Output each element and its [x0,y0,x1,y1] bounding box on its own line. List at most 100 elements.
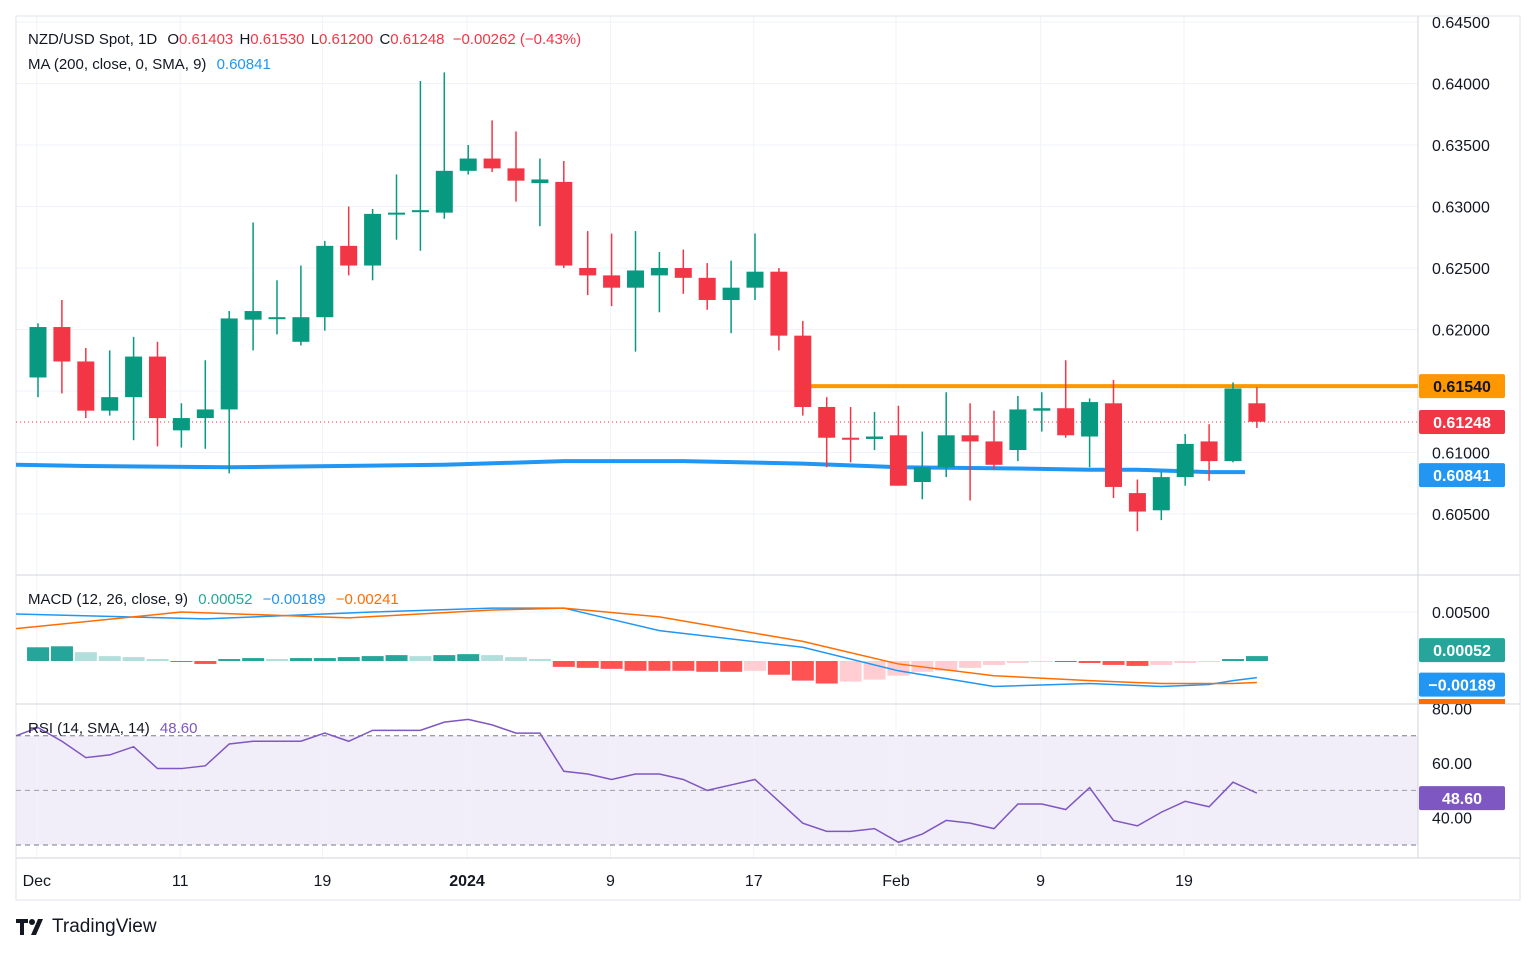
time-tick-label: 19 [314,873,332,890]
macd-histogram-bar [385,655,408,661]
macd-histogram-bar [1006,661,1029,663]
candle [937,392,955,478]
macd-histogram-bar [767,661,790,675]
macd-histogram-bar [624,661,647,671]
candle [650,252,668,313]
candle [196,360,214,449]
candle [364,208,382,281]
price-tags-group: 0.61540 0.61248 0.60841 0.00052 −0.00189 48.6… [1419,374,1505,811]
candle [1200,424,1218,481]
macd-histogram-bar [170,661,193,662]
macd-histogram-bar [74,652,97,661]
candle [1009,395,1027,462]
time-tick-label: 19 [1175,873,1193,890]
macd-hist-tag-text: 0.00052 [1433,643,1491,660]
macd-histogram-bar [457,654,480,661]
candle-body [842,437,860,440]
time-tick-label: 9 [606,873,615,890]
rsi-label[interactable]: RSI (14, SMA, 14) [28,720,150,737]
macd-histogram-bar [1245,656,1268,661]
candle [172,403,190,448]
candle-body [101,397,119,411]
candle [1081,398,1099,468]
candle-body [316,245,334,318]
candle-body [1152,477,1170,511]
candle [101,350,119,416]
macd-histogram-bar [1054,661,1077,662]
macd-histogram-bar [959,661,982,668]
ma-legend-row: MA (200, close, 0, SMA, 9) 0.60841 [28,56,271,73]
macd-histogram-bar [672,661,695,671]
candle-body [292,317,310,342]
macd-histogram-bar [815,661,838,684]
macd-hist-tag: 0.00052 [1419,638,1505,663]
macd-tick-label: 0.00500 [1432,605,1490,622]
macd-histogram-bar [337,657,360,661]
macd-histogram-bar [1222,659,1245,661]
price-tick-label: 0.61000 [1432,446,1490,463]
candle [53,299,71,394]
macd-histogram-bar [242,658,265,661]
candle-body [1057,408,1075,436]
close-value: 0.61248 [390,31,445,48]
last-price-tag-bg [1419,409,1505,434]
macd-histogram-bar [433,655,456,661]
candle [698,263,716,310]
candle-body [340,245,358,266]
time-tick-label: 11 [172,873,189,890]
macd-histogram-bar [409,656,432,661]
macd-histogram-bar [576,661,599,668]
candle [459,145,477,175]
candle-body [77,361,95,411]
price-tick-label: 0.60500 [1432,507,1490,524]
macd-histogram-bar [528,659,551,661]
candle-body [149,356,166,419]
rsi-tick-label: 60.00 [1432,756,1472,773]
macd-histogram-bar [98,656,121,661]
macd-histogram-bar [791,661,814,681]
candle [77,347,95,419]
candle [674,249,692,294]
candle [435,72,453,219]
candle [818,397,836,468]
candle [244,222,262,351]
macd-histogram-bar [122,657,145,661]
candle [1176,434,1194,486]
candle [913,431,931,500]
ma-line-group [15,459,1245,475]
candle-body [507,168,525,181]
time-tick-label: 9 [1036,873,1045,890]
macd-histogram-bar [27,647,50,661]
macd-line-tag-text: −0.00189 [1428,678,1495,695]
candle-body [220,318,238,410]
macd-histogram-bar [696,661,719,672]
rsi-group [15,718,1258,844]
chart-frame [15,15,1521,901]
ma-label[interactable]: MA (200, close, 0, SMA, 9) [28,56,207,73]
candle [388,174,405,240]
candle [961,403,979,501]
high-label: H [239,31,251,48]
candle [1248,387,1266,428]
candle-body [364,213,382,266]
price-tick-label: 0.64000 [1432,77,1490,94]
ma-price-tag-text: 0.60841 [1433,468,1491,485]
macd-label[interactable]: MACD (12, 26, close, 9) [28,591,189,608]
high-value: 0.61530 [250,31,305,48]
candle-body [244,311,262,320]
candle-body [1200,441,1218,462]
symbol-label[interactable]: NZD/USD Spot, 1D [28,31,158,48]
candle-body [29,327,47,378]
candle-body [866,436,883,439]
candle-body [794,335,812,407]
tradingview-brand[interactable]: TradingView [16,916,157,938]
candle-body [483,158,501,169]
candle-body [531,179,549,184]
candle [627,231,644,352]
macd-histogram-bar [1150,661,1173,665]
macd-histogram-bar [552,661,575,667]
close-label: C [379,31,391,48]
candle-body [196,409,214,419]
candle [125,336,143,441]
rsi-tick-label: 40.00 [1432,811,1472,828]
